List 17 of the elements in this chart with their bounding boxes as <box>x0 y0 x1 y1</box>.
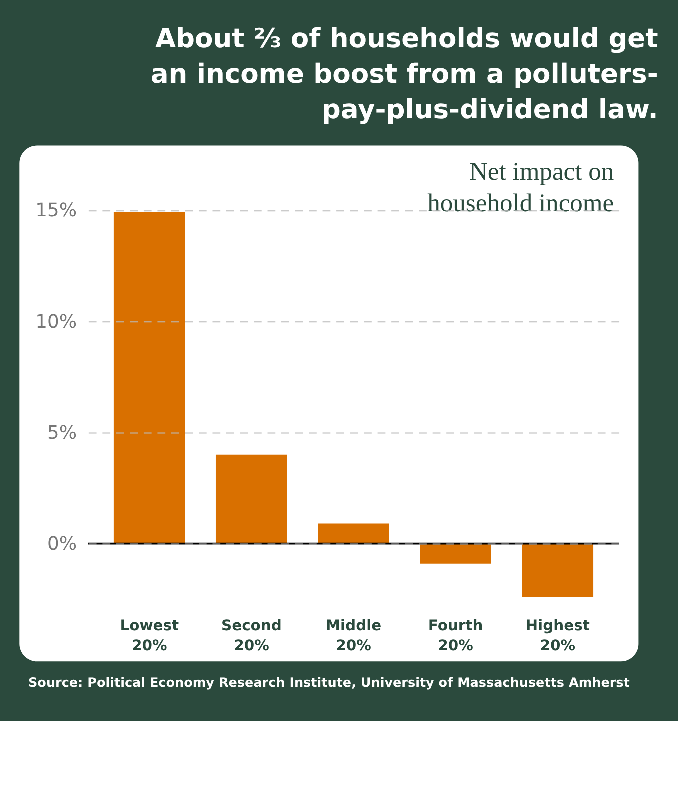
x-tick-label: Fourth 20% <box>428 618 484 654</box>
bar <box>522 544 594 598</box>
x-tick-label: Highest 20% <box>526 618 590 654</box>
bar <box>318 524 390 544</box>
y-tick-label: 10% <box>36 312 78 333</box>
y-tick-label: 15% <box>36 200 78 222</box>
x-tick-label: Lowest 20% <box>120 618 180 654</box>
y-tick-label: 5% <box>48 423 78 444</box>
text: Net impact on household income <box>428 157 614 218</box>
bar <box>114 212 186 544</box>
y-tick-label: 0% <box>48 534 78 556</box>
chart-title: About ²⁄₃ of households would get an income boost from a polluters- pay-plus-dividend law. <box>150 24 659 126</box>
x-tick-label: Middle 20% <box>326 618 382 654</box>
bar <box>216 454 288 544</box>
source-note: Source: Political Economy Research Institute, University of Massachusetts Amherst <box>28 676 630 692</box>
bar <box>420 544 492 564</box>
x-tick-label: Second 20% <box>221 618 282 654</box>
